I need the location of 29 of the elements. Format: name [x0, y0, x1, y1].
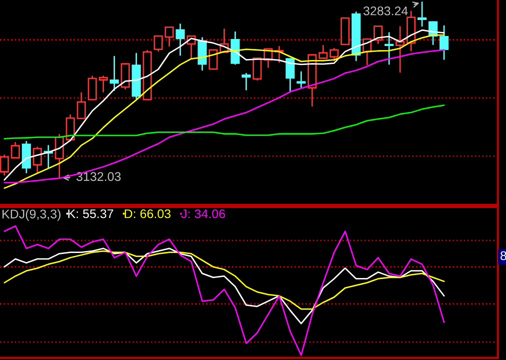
candlestick	[230, 31, 240, 65]
candlestick	[176, 24, 185, 56]
candlestick	[98, 76, 108, 92]
candlestick	[330, 48, 339, 62]
annotation: 3132.03	[76, 172, 121, 181]
candlestick	[22, 141, 31, 174]
candlestick	[242, 72, 251, 90]
candlestick	[440, 25, 449, 60]
annotation: 3283.24	[363, 6, 408, 16]
candlestick	[252, 57, 262, 81]
candlestick	[32, 146, 42, 174]
candlestick	[286, 58, 295, 93]
chart-title: KDJ(9,3,3)	[2, 209, 60, 221]
candlestick	[198, 37, 207, 71]
candlestick	[120, 63, 130, 90]
legend-label: D: 66.03	[124, 209, 170, 218]
text: 8	[500, 251, 506, 260]
candlestick	[396, 26, 405, 73]
legend-label: J: 34.06	[181, 209, 225, 218]
candlestick	[296, 71, 306, 88]
candlestick	[76, 92, 86, 120]
candlestick	[318, 44, 328, 59]
candlestick	[10, 142, 20, 159]
candlestick	[88, 76, 97, 100]
candlestick	[384, 32, 394, 65]
candlestick	[0, 154, 9, 176]
legend-label: K: 55.37	[68, 209, 114, 218]
candlestick	[110, 56, 119, 92]
candlestick	[374, 25, 383, 44]
